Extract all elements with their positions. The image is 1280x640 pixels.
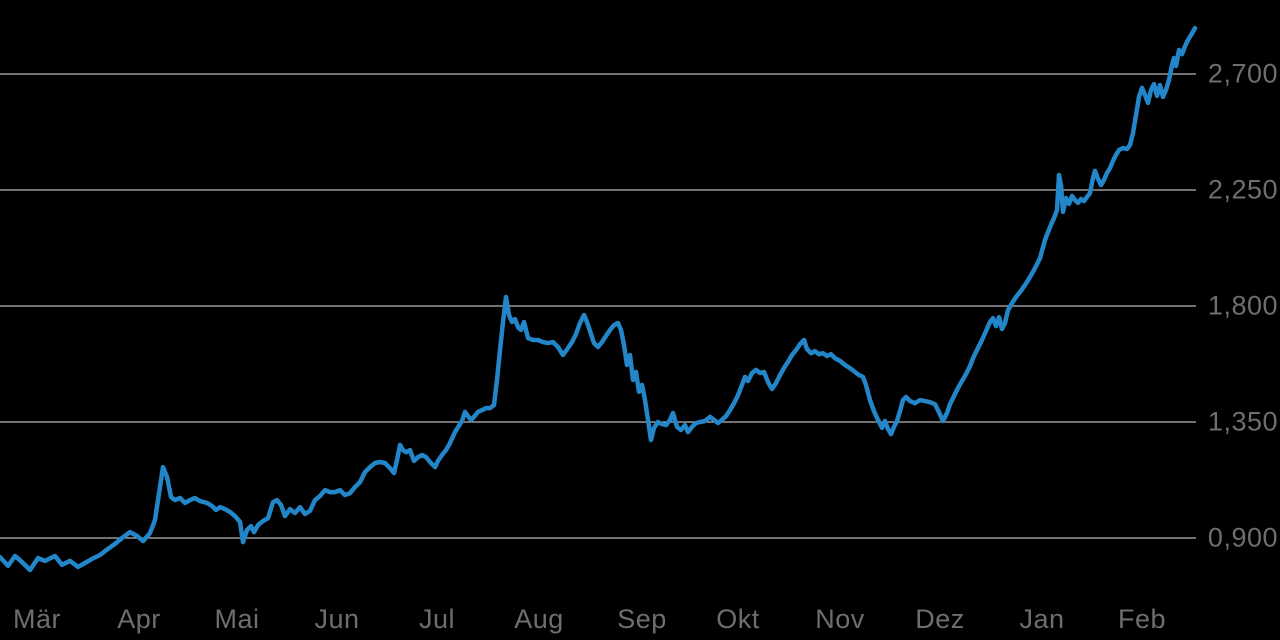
- y-axis-tick-label: 1,350: [1207, 406, 1278, 437]
- x-axis-month-label: Nov: [815, 604, 865, 634]
- x-axis-month-label: Apr: [117, 604, 161, 634]
- y-axis-tick-label: 0,900: [1207, 522, 1278, 553]
- x-axis-month-label: Mär: [13, 604, 61, 634]
- x-axis-month-label: Aug: [514, 604, 564, 634]
- price-series-line: [0, 25, 1198, 573]
- x-axis-month-label: Mai: [214, 604, 260, 634]
- x-axis-month-label: Sep: [617, 604, 667, 634]
- y-axis-tick-label: 1,800: [1207, 290, 1278, 321]
- x-axis-month-label: Jun: [314, 604, 360, 634]
- x-axis-month-label: Feb: [1117, 604, 1167, 634]
- x-axis-month-label: Dez: [915, 604, 965, 634]
- x-axis-month-label: Okt: [716, 604, 760, 634]
- y-axis-tick-label: 2,250: [1207, 174, 1278, 205]
- y-axis-tick-label: 2,700: [1207, 58, 1278, 89]
- x-axis-month-label: Jan: [1019, 604, 1065, 634]
- x-axis-month-label: Jul: [418, 604, 455, 634]
